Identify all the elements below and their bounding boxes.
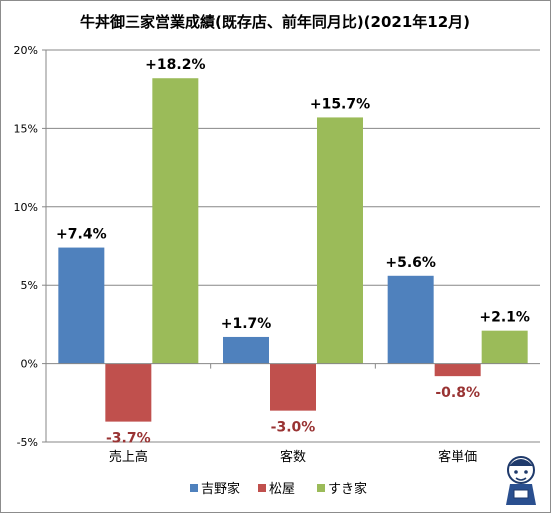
data-label: +5.6% [385,255,436,271]
data-label: -0.8% [435,385,480,401]
gridlines [46,49,540,443]
y-tick-label: 15% [14,122,38,135]
bar [58,247,105,364]
bar [105,363,152,422]
data-label: -3.7% [106,431,151,447]
legend-swatch [258,484,266,492]
bar [317,117,363,364]
data-label: +18.2% [145,57,205,73]
y-axis-ticks: -5% 0% 5% 10% 15% 20% [14,44,38,449]
legend-entry: すき家 [328,481,367,497]
bars [58,78,528,422]
data-label: +15.7% [310,96,370,112]
category-labels: 売上高 客数 客単価 [109,449,477,465]
axes [42,49,540,443]
legend-entry: 吉野家 [201,481,240,497]
legend-swatch [317,484,325,492]
bar [387,275,434,364]
bar [152,78,199,364]
legend-swatch [190,484,198,492]
category-label: 売上高 [109,449,148,465]
y-tick-label: 5% [21,279,38,292]
data-label: +2.1% [479,310,530,326]
mascot-logo-icon [506,456,536,505]
data-labels: +7.4% -3.7% +18.2% +1.7% -3.0% +15.7% +5.6% -0.… [56,57,530,446]
chart-title: 牛丼御三家営業成績(既存店、前年同月比)(2021年12月) [80,13,470,31]
legend-entry: 松屋 [269,482,295,497]
data-label: +1.7% [221,316,272,332]
y-tick-label: -5% [17,436,38,449]
data-label: -3.0% [271,420,316,436]
bar [434,363,481,377]
legend: 吉野家 松屋 すき家 [190,481,367,497]
bar [481,330,528,364]
y-tick-label: 0% [21,358,38,371]
bar [223,336,269,364]
category-label: 客単価 [438,449,477,465]
category-label: 客数 [280,449,306,465]
bar [270,363,316,411]
y-tick-label: 10% [14,201,38,214]
data-label: +7.4% [56,227,107,243]
y-tick-label: 20% [14,44,38,57]
